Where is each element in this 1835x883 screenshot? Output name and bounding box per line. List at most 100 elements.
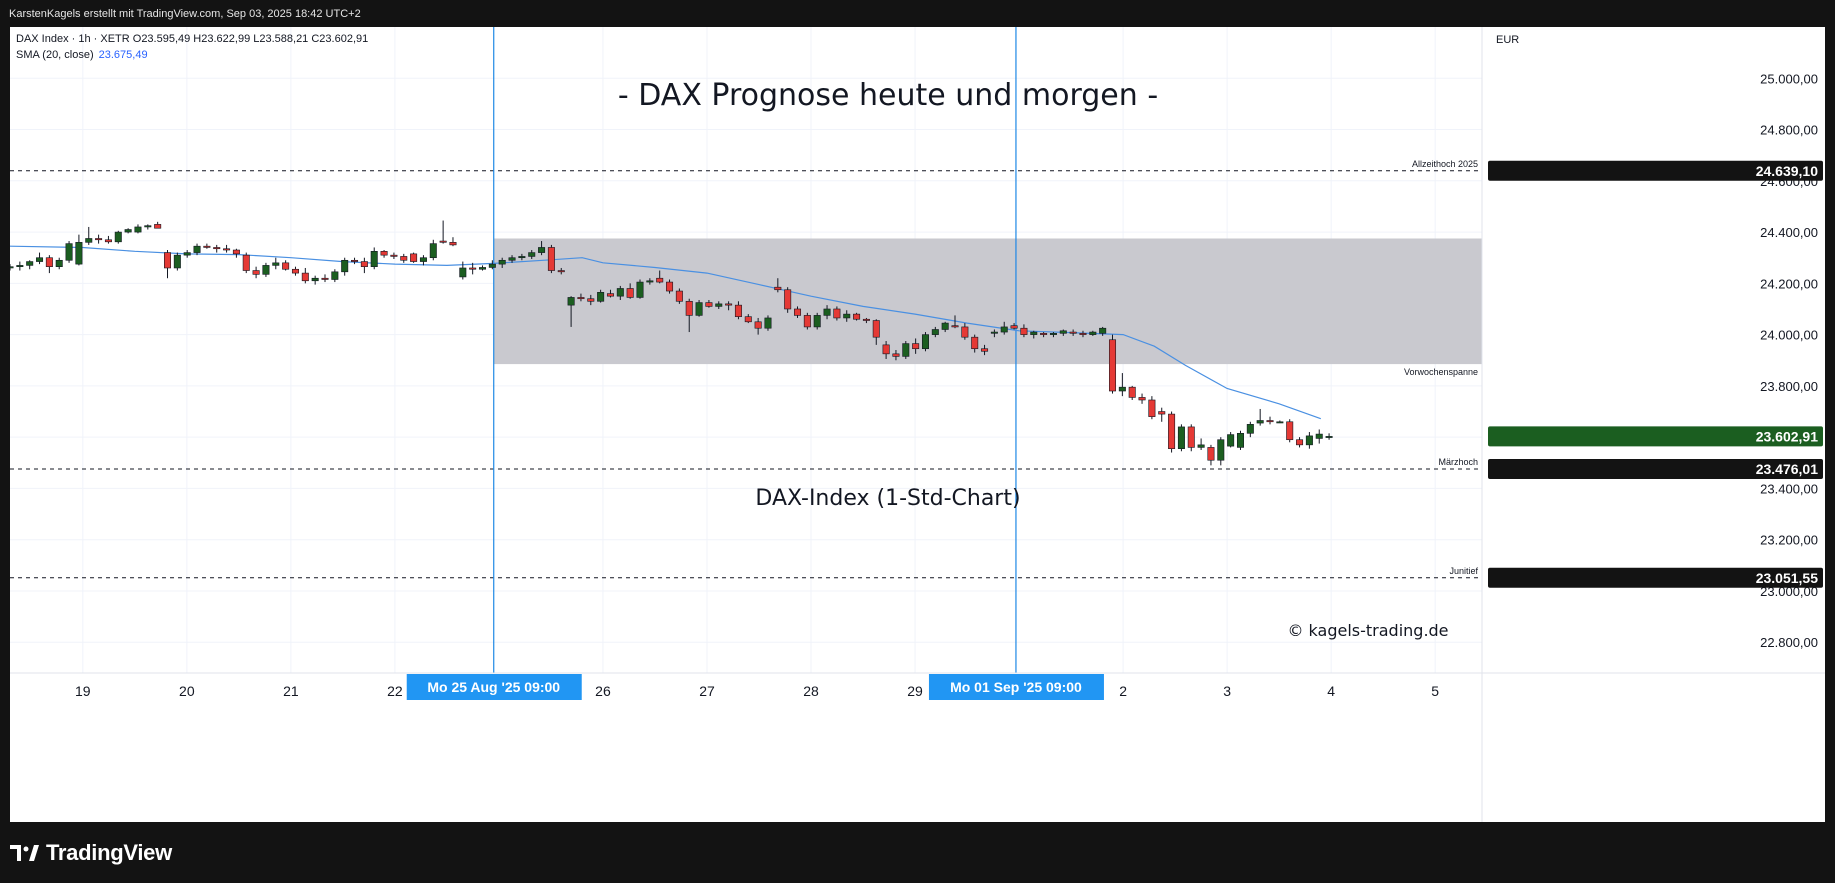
- candle[interactable]: [85, 226, 93, 245]
- candle[interactable]: [1128, 385, 1136, 400]
- candle[interactable]: [400, 253, 408, 263]
- candle[interactable]: [597, 289, 605, 303]
- candle[interactable]: [341, 257, 349, 276]
- candle[interactable]: [419, 255, 427, 266]
- candle[interactable]: [203, 243, 211, 249]
- candle[interactable]: [1138, 393, 1146, 404]
- candle[interactable]: [754, 317, 762, 335]
- candle[interactable]: [882, 341, 890, 359]
- candle[interactable]: [1079, 330, 1087, 338]
- candle[interactable]: [1286, 419, 1294, 443]
- candle[interactable]: [1099, 326, 1107, 336]
- candle[interactable]: [449, 237, 457, 247]
- candle[interactable]: [439, 220, 447, 244]
- candle[interactable]: [1207, 444, 1215, 466]
- candle[interactable]: [636, 279, 644, 299]
- candle[interactable]: [1089, 330, 1097, 336]
- candle[interactable]: [567, 296, 575, 327]
- candle[interactable]: [715, 301, 723, 309]
- candle[interactable]: [10, 264, 14, 271]
- candle[interactable]: [213, 244, 221, 253]
- candle[interactable]: [616, 285, 624, 301]
- candle[interactable]: [488, 260, 496, 270]
- candle[interactable]: [872, 319, 880, 345]
- candle[interactable]: [557, 267, 565, 275]
- candle[interactable]: [902, 341, 910, 359]
- candle[interactable]: [606, 289, 614, 298]
- candle[interactable]: [1158, 407, 1166, 422]
- candle[interactable]: [1236, 430, 1244, 450]
- candle[interactable]: [695, 300, 703, 317]
- candle[interactable]: [183, 250, 191, 258]
- candle[interactable]: [1030, 330, 1038, 339]
- candle[interactable]: [1325, 433, 1333, 440]
- candle[interactable]: [498, 257, 506, 268]
- candle[interactable]: [971, 334, 979, 353]
- candle[interactable]: [675, 288, 683, 304]
- candle[interactable]: [1246, 421, 1254, 438]
- candle[interactable]: [685, 298, 693, 333]
- candle[interactable]: [16, 261, 24, 271]
- candle[interactable]: [1187, 424, 1195, 452]
- candle[interactable]: [301, 267, 309, 284]
- candle[interactable]: [774, 278, 782, 293]
- candle[interactable]: [36, 252, 44, 265]
- candle[interactable]: [705, 300, 713, 308]
- candles[interactable]: [10, 220, 1333, 466]
- candle[interactable]: [55, 257, 63, 270]
- candle[interactable]: [360, 257, 368, 274]
- candle[interactable]: [1049, 332, 1057, 338]
- candle[interactable]: [547, 244, 555, 274]
- candle[interactable]: [1177, 424, 1185, 452]
- candle[interactable]: [862, 317, 870, 324]
- candle[interactable]: [1168, 411, 1176, 453]
- candle[interactable]: [311, 275, 319, 285]
- candle[interactable]: [813, 312, 821, 330]
- candle[interactable]: [1305, 432, 1313, 449]
- candle[interactable]: [479, 265, 487, 271]
- candle[interactable]: [124, 228, 132, 234]
- candle[interactable]: [282, 260, 290, 271]
- candle[interactable]: [1296, 437, 1304, 448]
- candle[interactable]: [646, 278, 654, 285]
- candle[interactable]: [134, 224, 142, 234]
- candle[interactable]: [1109, 334, 1117, 394]
- candle[interactable]: [154, 221, 162, 229]
- candle[interactable]: [1118, 373, 1126, 397]
- candle[interactable]: [508, 255, 516, 263]
- candle[interactable]: [351, 257, 359, 265]
- candle[interactable]: [518, 253, 526, 261]
- candle[interactable]: [65, 241, 73, 263]
- candle[interactable]: [1059, 329, 1067, 336]
- candle[interactable]: [1040, 332, 1048, 338]
- candle[interactable]: [193, 243, 201, 256]
- candle[interactable]: [666, 279, 674, 294]
- candle[interactable]: [75, 234, 83, 266]
- candle[interactable]: [1069, 329, 1077, 336]
- candle[interactable]: [252, 266, 260, 279]
- candle[interactable]: [931, 326, 939, 338]
- candle[interactable]: [990, 329, 998, 338]
- candle[interactable]: [528, 250, 536, 259]
- candle[interactable]: [577, 293, 585, 302]
- candle[interactable]: [1276, 420, 1284, 424]
- candle[interactable]: [272, 257, 280, 270]
- candle[interactable]: [656, 270, 664, 284]
- candle[interactable]: [853, 312, 861, 321]
- candle[interactable]: [961, 323, 969, 340]
- candle[interactable]: [1217, 437, 1225, 466]
- candle[interactable]: [843, 310, 851, 322]
- candle[interactable]: [912, 338, 920, 354]
- chart-panel[interactable]: Vorwochenspanne Allzeithoch 2025 Märzhoch…: [10, 27, 1825, 822]
- candle[interactable]: [331, 269, 339, 283]
- candle[interactable]: [242, 252, 250, 274]
- candle[interactable]: [164, 250, 172, 279]
- candle[interactable]: [1020, 324, 1028, 338]
- candle[interactable]: [1227, 432, 1235, 448]
- candle[interactable]: [459, 261, 467, 280]
- candle[interactable]: [390, 252, 398, 259]
- candle[interactable]: [114, 230, 122, 244]
- candle[interactable]: [833, 306, 841, 321]
- candle[interactable]: [370, 247, 378, 270]
- candle[interactable]: [626, 283, 634, 299]
